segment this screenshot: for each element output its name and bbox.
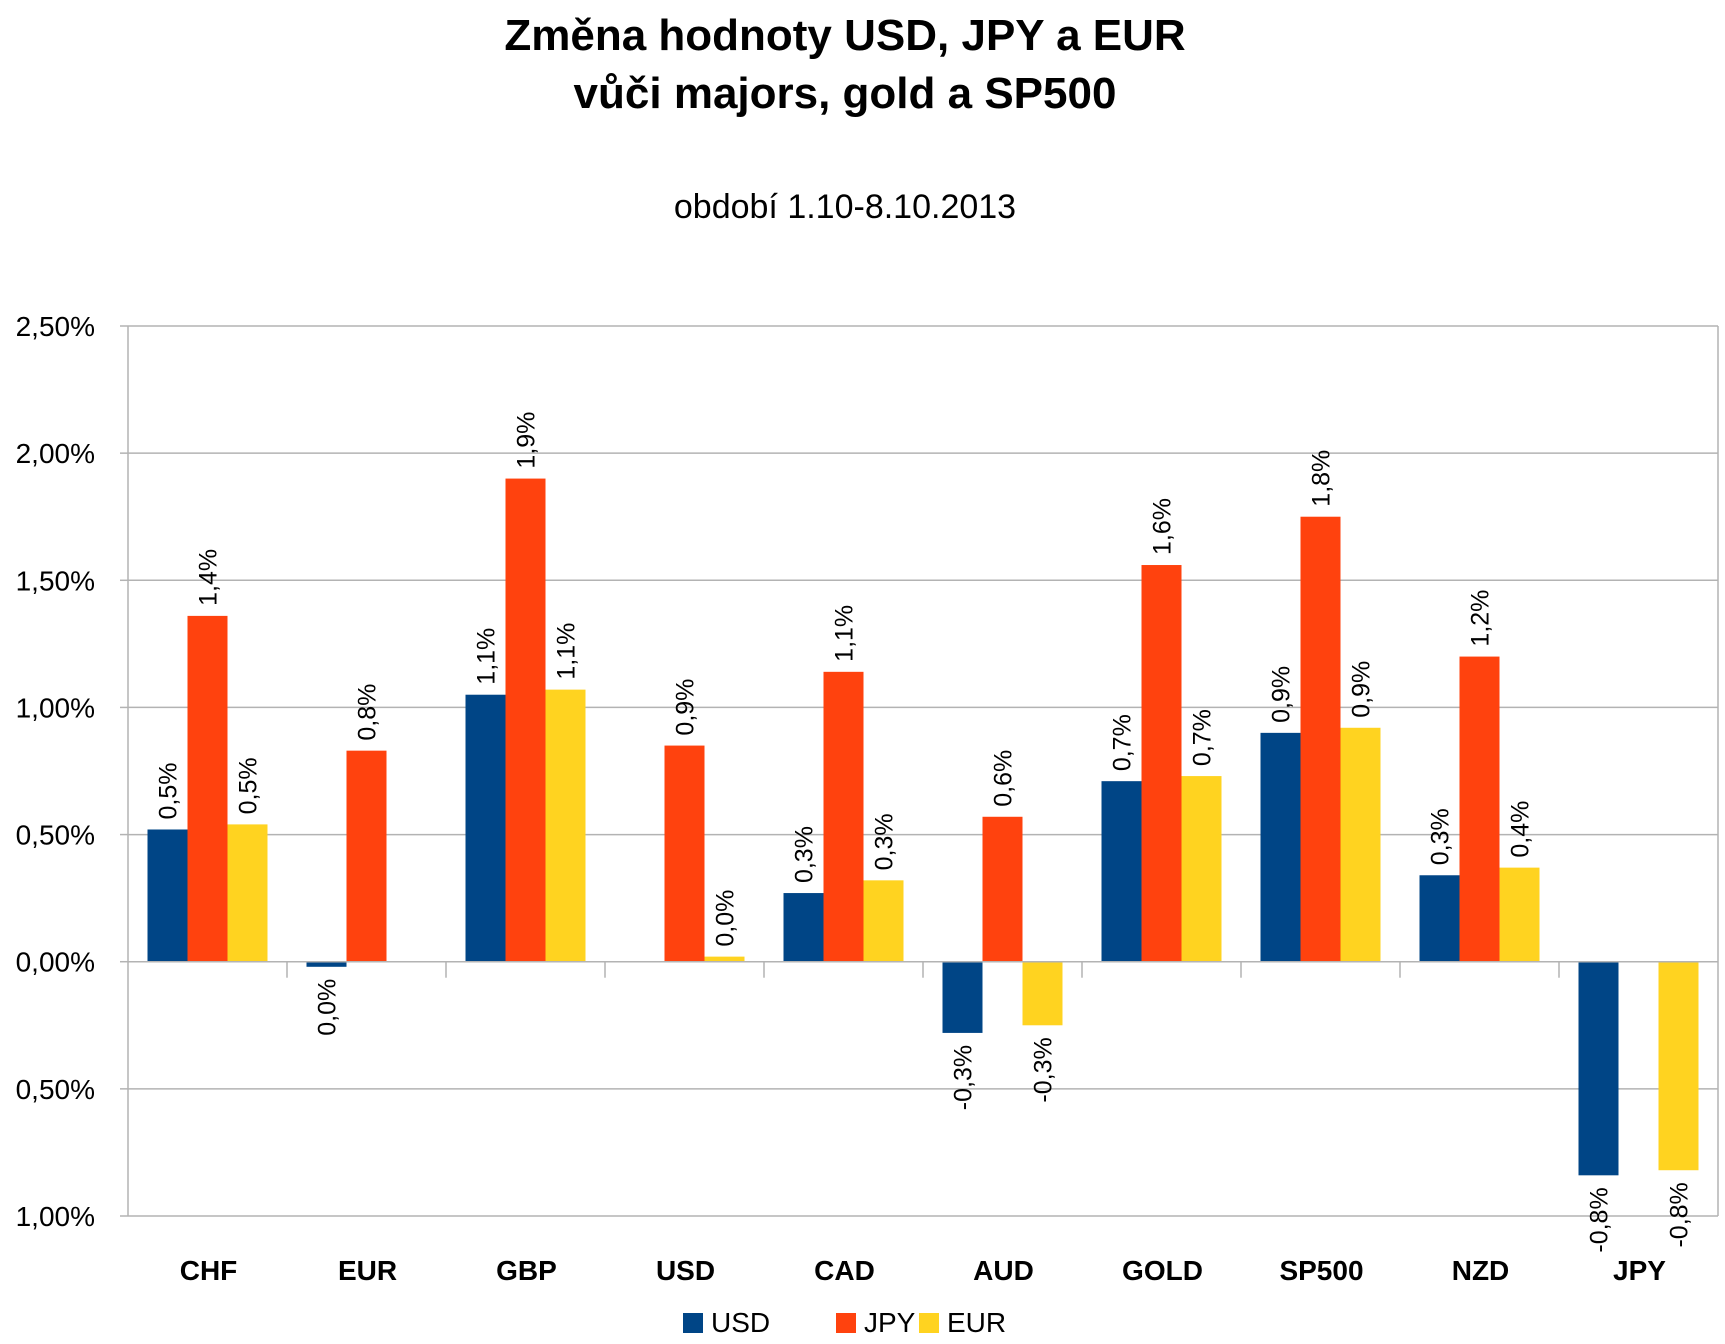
data-label: 0,3% [791,826,819,883]
x-tick-label: GBP [496,1255,557,1286]
bar-eur [1658,961,1699,1171]
data-label: 1,1% [553,623,581,680]
bar-usd [1419,875,1460,962]
legend-label-usd: USD [711,1307,770,1338]
data-label: 0,8% [354,684,382,741]
bar-usd [783,893,824,962]
bar-usd [1101,781,1142,962]
data-label: 0,0% [712,890,740,947]
chart-title-line2: vůči majors, gold a SP500 [574,69,1117,118]
legend-swatch-usd [683,1313,703,1333]
bar-eur [704,956,745,962]
data-label: 1,2% [1467,590,1495,647]
x-tick-label: USD [656,1255,715,1286]
bar-jpy [346,750,387,962]
data-label: -0,8% [1666,1182,1694,1247]
bar-usd [1578,961,1619,1176]
axes [120,325,1719,1217]
data-label: 0,3% [871,813,899,870]
x-tick-label: JPY [1613,1255,1666,1286]
x-tick-label: EUR [338,1255,397,1286]
y-tick-label: 1,00% [16,1201,95,1232]
bar-eur [1499,867,1540,962]
data-label: 1,1% [831,605,859,662]
data-label: 0,6% [990,750,1018,807]
bar-usd [306,961,347,967]
legend-swatch-eur [919,1313,939,1333]
data-label: 0,9% [1268,666,1296,723]
y-tick-label: 1,50% [16,565,95,596]
bars [147,478,1699,1176]
data-label: 1,1% [473,628,501,685]
data-label: 0,9% [672,679,700,736]
data-label: 0,9% [1348,661,1376,718]
y-tick-label: 0,00% [16,947,95,978]
bar-usd [942,961,983,1033]
data-label: 0,0% [314,979,342,1036]
y-tick-label: 0,50% [16,820,95,851]
bar-eur [1340,727,1381,962]
bar-eur [1181,776,1222,962]
chart-subtitle: období 1.10-8.10.2013 [674,188,1016,226]
legend: USD JPY EUR [683,1307,1006,1338]
data-label: 0,4% [1507,801,1535,858]
bar-jpy [823,671,864,962]
data-label: 1,9% [513,412,541,469]
data-label: -0,8% [1586,1187,1614,1252]
bar-usd [465,694,506,962]
bar-usd [147,829,188,962]
bar-jpy [982,816,1023,962]
x-axis-labels: CHF EUR GBP USD CAD AUD GOLD SP500 NZD JPY [180,1255,1667,1286]
x-tick-label: NZD [1452,1255,1510,1286]
y-axis-labels: 2,50% 2,00% 1,50% 1,00% 0,50% 0,00% 0,50% 1,00% [16,311,95,1232]
data-label: 1,4% [195,549,223,606]
bar-usd [1260,732,1301,962]
data-label: 0,7% [1109,714,1137,771]
bar-eur [227,824,268,962]
data-label: -0,3% [1030,1037,1058,1102]
data-label: -0,3% [950,1045,978,1110]
y-tick-label: 2,00% [16,438,95,469]
bar-eur [1022,961,1063,1026]
data-label: 0,5% [155,763,183,820]
data-label: 1,6% [1149,498,1177,555]
bar-jpy [187,615,228,962]
x-tick-label: SP500 [1279,1255,1363,1286]
x-tick-label: CAD [814,1255,875,1286]
bar-eur [545,689,586,962]
bar-jpy [1141,565,1182,962]
data-label: 0,3% [1427,808,1455,865]
data-label: 0,7% [1189,709,1217,766]
y-tick-label: 1,00% [16,692,95,723]
legend-label-eur: EUR [947,1307,1006,1338]
bar-jpy [1459,656,1500,962]
bar-jpy [505,478,546,962]
data-labels: 0,5% 0,0% 1,1% 0,3% -0,3% 0,7% 0,9% 0,3% -0,8% 1,… [155,412,1694,1253]
y-tick-label: 0,50% [16,1074,95,1105]
data-label: 1,8% [1308,450,1336,507]
x-tick-label: AUD [973,1255,1034,1286]
bar-eur [863,880,904,962]
y-tick-label: 2,50% [16,311,95,342]
legend-label-jpy: JPY [864,1307,916,1338]
legend-swatch-jpy [836,1313,856,1333]
x-tick-label: CHF [180,1255,238,1286]
bar-jpy [664,745,705,962]
bar-jpy [1300,516,1341,962]
x-tick-label: GOLD [1122,1255,1203,1286]
data-label: 0,5% [235,757,263,814]
chart-title-line1: Změna hodnoty USD, JPY a EUR [504,11,1185,60]
